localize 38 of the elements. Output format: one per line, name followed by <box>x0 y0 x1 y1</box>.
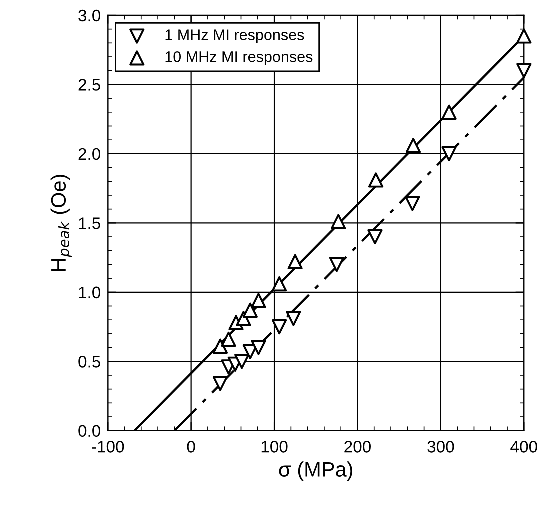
point <box>442 104 457 120</box>
point <box>516 63 532 78</box>
x-tick-label: 300 <box>428 441 454 453</box>
y-tick-label: 1.5 <box>79 218 100 230</box>
point <box>368 172 384 188</box>
x-tick-label: 200 <box>344 441 371 453</box>
point <box>272 276 288 292</box>
point <box>212 338 228 354</box>
y-tick-label: 0.0 <box>78 425 101 438</box>
point <box>286 311 302 326</box>
point <box>368 229 383 245</box>
point <box>242 302 258 318</box>
y-tick-label: 1.0 <box>79 286 101 299</box>
legend-label: 10 MHz MI responses <box>166 52 313 66</box>
point <box>329 257 344 272</box>
point <box>288 254 303 270</box>
point <box>442 146 457 162</box>
x-tick-label: -100 <box>92 441 124 453</box>
x-tick-label: 0 <box>187 441 196 453</box>
x-tick-label: 100 <box>262 441 288 453</box>
point <box>406 138 422 154</box>
point <box>221 332 236 348</box>
point <box>251 293 266 308</box>
y-tick-label: 2.0 <box>78 148 101 160</box>
point <box>331 214 346 230</box>
y-tick-label: 2.5 <box>78 79 100 91</box>
point <box>234 354 250 370</box>
y-tick-label: 3.0 <box>78 10 101 22</box>
point <box>212 376 228 392</box>
y-axis-title: H$_{peak}$ (Oe) <box>50 175 72 271</box>
point <box>405 196 420 212</box>
y-tick-label: 0.5 <box>78 356 100 368</box>
x-tick-label: 400 <box>510 441 538 453</box>
x-axis-title: σ (MPa) <box>279 462 353 482</box>
legend-label: 1 MHz MI responses <box>166 30 304 44</box>
point <box>251 340 266 356</box>
point <box>516 28 532 44</box>
point <box>272 319 288 335</box>
